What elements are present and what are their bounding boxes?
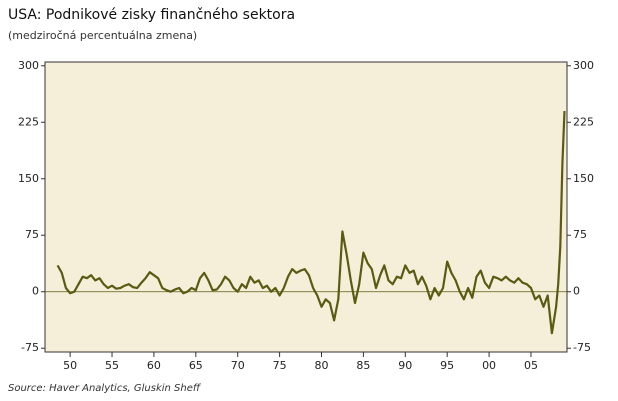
y-tick-label: 225 <box>18 115 39 128</box>
x-tick-label: 55 <box>105 359 119 372</box>
y2-tick-label: 300 <box>573 59 594 72</box>
x-tick-label: 70 <box>231 359 245 372</box>
chart-subtitle: (medziročná percentuálna zmena) <box>8 29 197 42</box>
x-tick-label: 65 <box>189 359 203 372</box>
y-tick-label: -75 <box>21 341 39 354</box>
y2-tick-label: 225 <box>573 115 594 128</box>
y-tick-label: 0 <box>32 285 39 298</box>
x-tick-label: 95 <box>440 359 454 372</box>
chart-title: USA: Podnikové zisky finančného sektora <box>8 7 295 23</box>
x-tick-label: 60 <box>147 359 161 372</box>
x-tick-label: 90 <box>398 359 412 372</box>
plot-area <box>44 61 568 353</box>
x-tick-label: 80 <box>315 359 329 372</box>
y2-tick-label: -75 <box>573 341 591 354</box>
y2-tick-label: 150 <box>573 172 594 185</box>
source-note: Source: Haver Analytics, Gluskin Sheff <box>8 383 202 394</box>
x-tick-label: 05 <box>524 359 538 372</box>
x-tick-label: 50 <box>63 359 77 372</box>
data-line <box>56 110 566 335</box>
y-tick-label: 75 <box>25 228 39 241</box>
y-tick-label: 150 <box>18 172 39 185</box>
x-tick-label: 00 <box>482 359 496 372</box>
y2-tick-label: 0 <box>573 285 580 298</box>
y-tick-label: 300 <box>18 59 39 72</box>
y2-tick-label: 75 <box>573 228 587 241</box>
x-tick-label: 75 <box>273 359 287 372</box>
x-tick-label: 85 <box>356 359 370 372</box>
